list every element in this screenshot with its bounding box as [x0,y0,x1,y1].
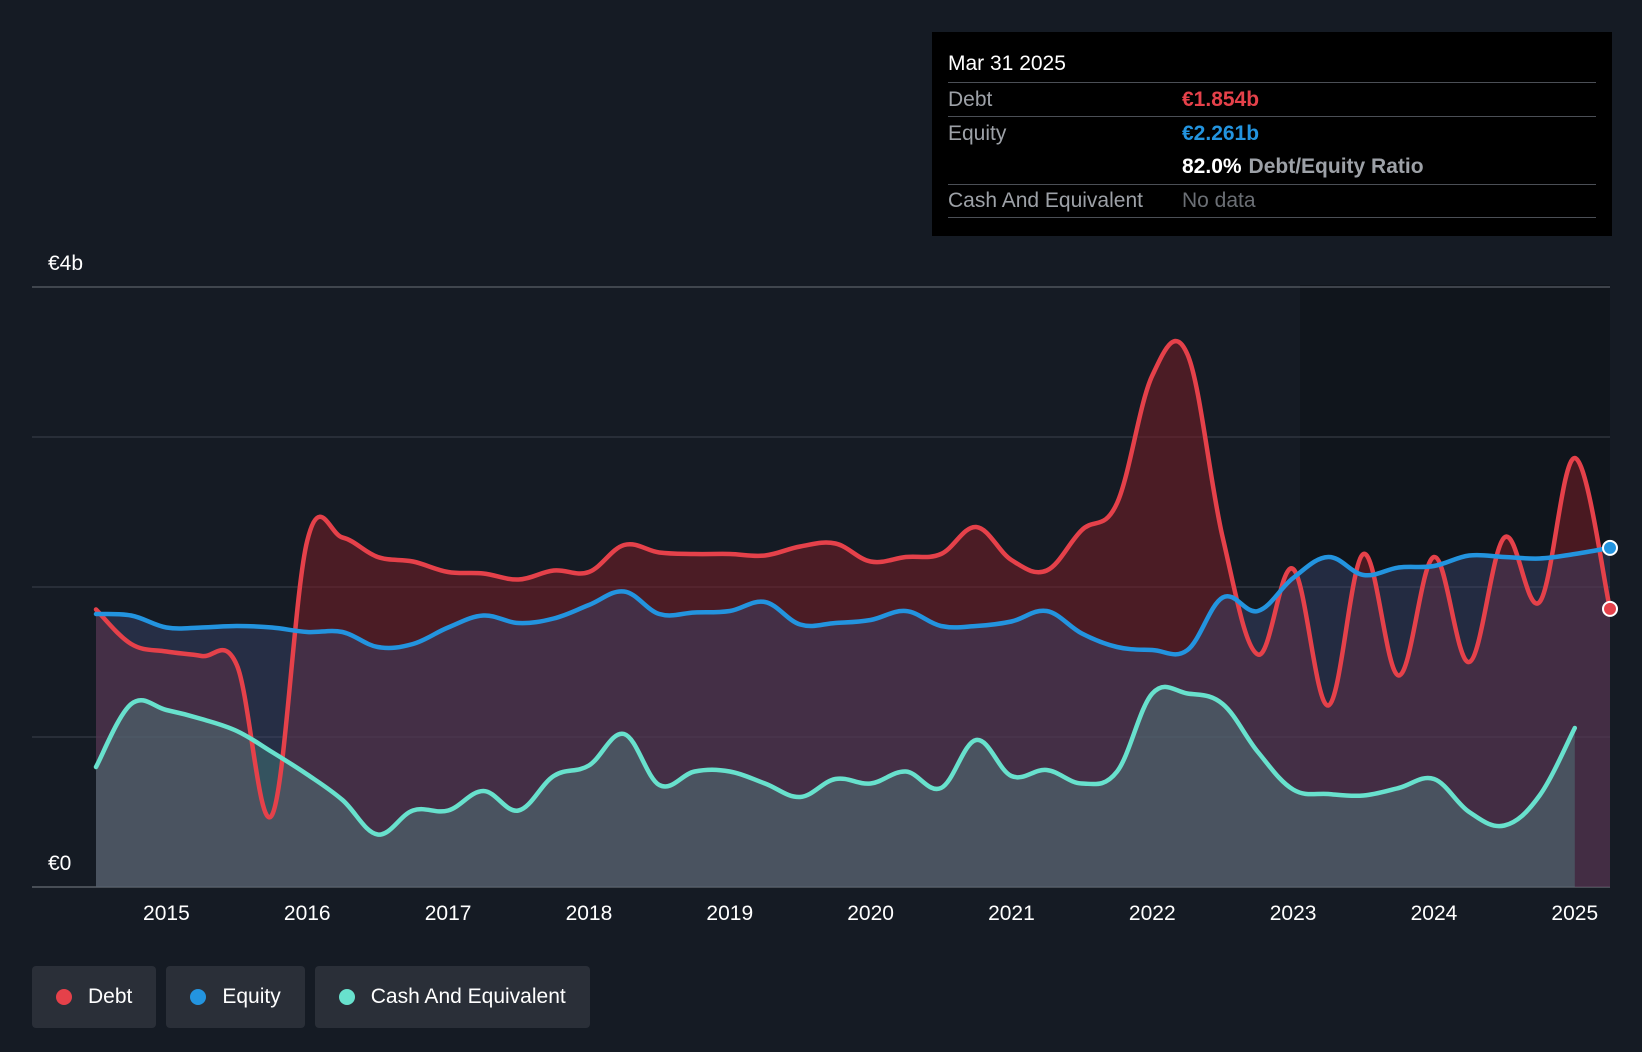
y-tick-label-4: €4b [48,252,83,275]
tooltip-debt-label: Debt [948,87,993,111]
tooltip-cash-label: Cash And Equivalent [948,189,1143,212]
x-tick-label-2021: 2021 [988,902,1035,925]
tooltip-cash-value: No data [1182,189,1256,212]
legend-item-cash[interactable]: Cash And Equivalent [314,966,590,1028]
legend-label-equity: Equity [222,985,281,1008]
x-tick-label-2023: 2023 [1270,902,1317,925]
area-debt [96,341,1610,888]
end-marker-debt [1602,600,1618,617]
legend-item-equity[interactable]: Equity [166,966,305,1028]
x-tick-label-2019: 2019 [706,902,753,925]
x-tick-label-2024: 2024 [1411,902,1458,925]
tooltip-row-debt: Debt €1.854b [948,82,1596,116]
area-equity [96,547,1610,887]
tooltip-debt-value: €1.854b [1182,87,1260,111]
x-tick-label-2020: 2020 [847,902,894,925]
tooltip-row-ratio: 82.0% Debt/Equity Ratio [948,150,1596,184]
tooltip-row-cash: Cash And Equivalent No data [948,184,1596,218]
line-debt [93,338,1613,820]
tooltip-ratio-value: 82.0% [1182,155,1242,178]
series-layer [93,338,1613,888]
tooltip-equity-label: Equity [948,121,1007,145]
marker-layer [1602,539,1618,617]
x-tick-label-2016: 2016 [284,902,331,925]
y-tick-label-0: €0 [48,852,71,875]
x-tick-label-2022: 2022 [1129,902,1176,925]
x-tick-label-2018: 2018 [566,902,613,925]
area-cash-and-equivalent [96,686,1575,887]
tooltip-date: Mar 31 2025 [948,52,1066,75]
legend-dot-cash [338,989,355,1005]
legend-label-cash: Cash And Equivalent [370,985,566,1008]
x-tick-label-2017: 2017 [425,902,472,925]
legend-label-debt: Debt [88,985,133,1008]
end-marker-equity [1602,539,1618,556]
axis-layer: 2015 2016 2017 2018 2019 2020 2021 2022 2023 2024… [48,252,1598,925]
legend-dot-equity [190,989,207,1005]
tooltip-ratio-label: Debt/Equity Ratio [1248,155,1424,178]
legend-dot-debt [56,989,72,1005]
tooltip-equity-value: €2.261b [1182,121,1260,145]
chart-legend: Debt Equity Cash And Equivalent [32,966,590,1028]
legend-item-debt[interactable]: Debt [32,966,157,1028]
tooltip-panel: Mar 31 2025 Debt €1.854b Equity €2.261b … [932,32,1612,236]
x-tick-label-2015: 2015 [143,902,190,925]
x-tick-label-2025: 2025 [1551,902,1598,925]
tooltip-row-equity: Equity €2.261b [948,116,1596,150]
line-cash-and-equivalent [93,684,1578,837]
line-equity [93,545,1613,657]
